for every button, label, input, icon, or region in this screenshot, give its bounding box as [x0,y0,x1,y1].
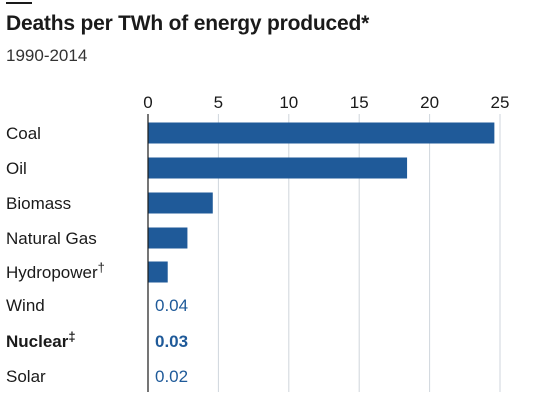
category-label: Natural Gas [6,229,97,248]
category-label: Solar [6,367,46,386]
header-rule [6,2,32,4]
data-label: 0.04 [155,296,188,315]
x-tick-label: 25 [491,93,510,112]
bar-biomass [148,192,213,214]
bar-coal [148,122,495,144]
x-tick-label: 0 [143,93,152,112]
category-label: Hydropower† [6,260,105,282]
bar-natural-gas [148,227,188,249]
x-tick-label: 10 [279,93,298,112]
bar-hydropower [148,261,168,283]
data-label: 0.02 [155,367,188,386]
x-tick-label: 5 [214,93,223,112]
bar-oil [148,157,408,179]
category-label: Wind [6,296,45,315]
category-label: Nuclear‡ [6,329,76,351]
x-tick-label: 15 [350,93,369,112]
category-label: Oil [6,159,27,178]
chart-title: Deaths per TWh of energy produced* [6,12,370,35]
chart-subtitle: 1990-2014 [6,46,88,65]
category-label: Biomass [6,194,71,213]
data-label: 0.03 [155,332,188,351]
x-tick-label: 20 [420,93,439,112]
category-label: Coal [6,124,41,143]
